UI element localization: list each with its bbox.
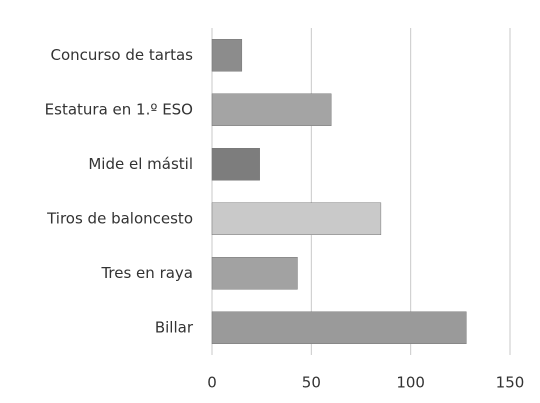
bar [211, 93, 332, 126]
x-tick-label: 50 [302, 374, 321, 392]
y-tick-label: Tres en raya [100, 264, 193, 282]
y-tick-label: Concurso de tartas [51, 46, 194, 64]
bar [211, 257, 298, 290]
x-tick-label: 0 [207, 374, 217, 392]
bar [211, 202, 382, 235]
x-tick-label: 100 [396, 374, 425, 392]
y-tick-label: Billar [155, 318, 194, 336]
bar [211, 148, 260, 181]
y-tick-label: Estatura en 1.º ESO [45, 100, 193, 118]
bar [211, 311, 467, 344]
y-tick-label: Mide el mástil [88, 155, 193, 173]
bar [211, 39, 243, 72]
x-tick-label: 150 [496, 374, 525, 392]
y-tick-label: Tiros de baloncesto [46, 209, 193, 227]
